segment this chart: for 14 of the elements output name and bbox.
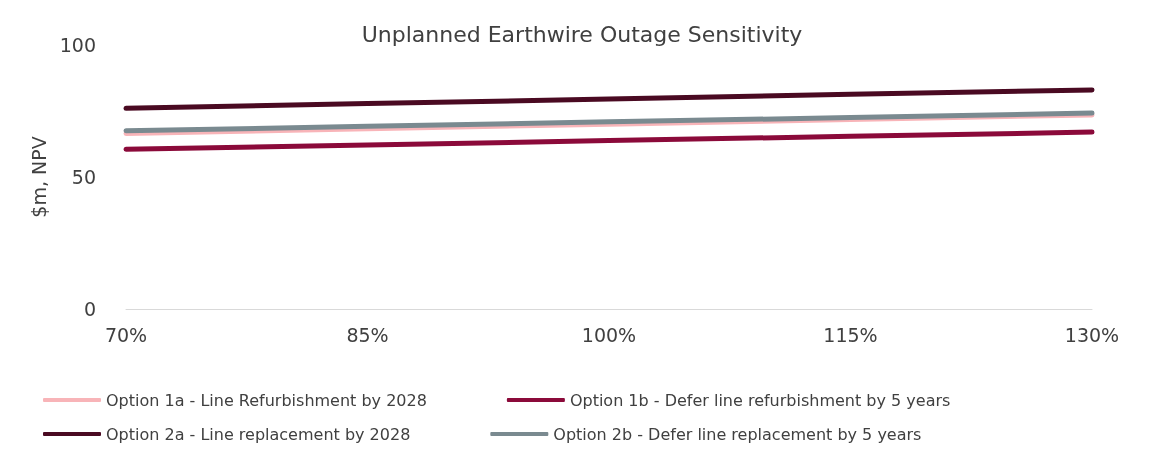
x-tick-label: 100% [581,323,637,346]
chart-title: Unplanned Earthwire Outage Sensitivity [361,21,803,47]
x-tick-label: 70% [104,323,148,346]
y-tick-label: 100 [59,34,96,56]
legend-label: Option 1a - Line Refurbishment by 2028 [106,390,427,410]
legend-label: Option 2a - Line replacement by 2028 [106,424,411,444]
y-axis-title: $m, NPV [28,136,51,218]
y-tick-label: 0 [83,298,96,320]
y-tick-label: 50 [71,166,96,188]
legend-label: Option 1b - Defer line refurbishment by 5 years [569,390,951,410]
legend-label: Option 2b - Defer line replacement by 5 years [553,424,922,444]
x-tick-label: 85% [346,323,389,346]
x-tick-label: 115% [823,323,878,346]
x-tick-label: 130% [1064,323,1120,346]
